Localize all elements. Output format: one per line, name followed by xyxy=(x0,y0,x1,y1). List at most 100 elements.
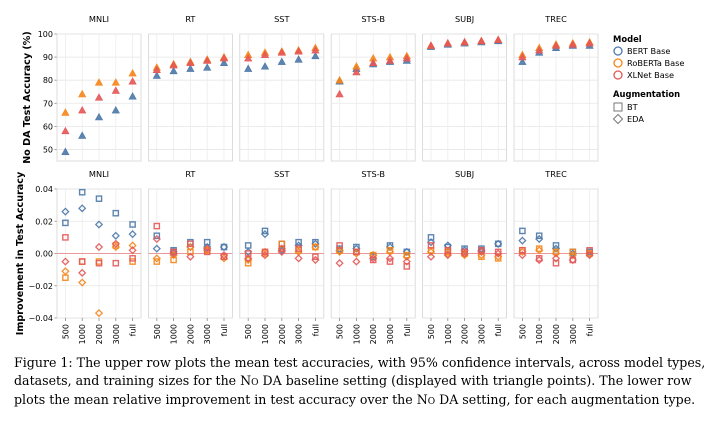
bottom-point-roberta-base-eda xyxy=(128,241,137,250)
top-point-bert-base xyxy=(61,147,70,155)
top-point-bert-base xyxy=(203,63,212,71)
caption-no-da-2: No DA xyxy=(416,391,459,407)
bottom-point-bert-base-eda xyxy=(551,244,561,253)
top-point-xlnet-base xyxy=(294,47,303,55)
x-tick-label-trec: 1000 xyxy=(535,324,544,344)
bottom-point-xlnet-base-bt xyxy=(244,250,252,257)
bottom-point-xlnet-base-eda xyxy=(244,254,253,263)
x-tick-label-trec: 500 xyxy=(518,324,527,339)
bottom-y-tick-label: −0.04 xyxy=(28,314,53,323)
bottom-point-roberta-base-bt xyxy=(244,259,252,267)
top-point-xlnet-base xyxy=(352,67,361,76)
bottom-point-bert-base-bt xyxy=(95,195,103,202)
bottom-point-xlnet-base-bt xyxy=(369,256,377,264)
bottom-point-roberta-base-eda xyxy=(535,246,544,255)
bottom-point-roberta-base-bt xyxy=(535,245,543,252)
bottom-point-xlnet-base-bt xyxy=(153,222,161,230)
top-point-roberta-base xyxy=(335,75,344,84)
bottom-point-roberta-base-eda xyxy=(152,254,161,263)
bottom-point-bert-base-eda xyxy=(152,244,161,253)
bottom-point-bert-base-bt xyxy=(261,227,269,235)
bottom-panel-title-subj: SUBJ xyxy=(455,169,474,179)
bottom-point-xlnet-base-eda xyxy=(169,249,178,258)
top-point-bert-base xyxy=(128,92,137,100)
bottom-point-xlnet-base-bt xyxy=(444,246,452,254)
top-point-bert-base xyxy=(244,64,253,72)
legend-title-model: Model xyxy=(613,34,642,44)
top-point-xlnet-base xyxy=(244,54,253,62)
x-tick-label-subj: 3000 xyxy=(477,324,486,344)
top-point-xlnet-base xyxy=(128,77,137,85)
caption-text-3: setting, for each augmentation type. xyxy=(458,391,696,407)
top-point-xlnet-base xyxy=(152,65,161,73)
top-y-tick-label: 100 xyxy=(38,30,53,39)
bottom-point-xlnet-base-bt xyxy=(586,246,593,254)
top-panel-mnli xyxy=(56,33,142,162)
bottom-point-xlnet-base-bt xyxy=(494,248,502,256)
legend-label-xlnet-base: XLNet Base xyxy=(627,70,674,80)
x-tick-label-sts-b: 3000 xyxy=(386,324,395,344)
bottom-point-bert-base-eda xyxy=(535,234,544,244)
bottom-point-roberta-base-bt xyxy=(569,248,577,256)
x-tick-label-rt: full xyxy=(220,324,229,336)
bottom-point-xlnet-base-bt xyxy=(95,259,103,267)
bottom-point-xlnet-base-bt xyxy=(62,234,69,241)
bottom-point-roberta-base-eda xyxy=(426,247,436,257)
bottom-panel-sts-b xyxy=(330,188,416,319)
bottom-point-xlnet-base-eda xyxy=(219,250,229,260)
bottom-point-xlnet-base-eda xyxy=(385,254,395,263)
top-point-bert-base xyxy=(169,66,178,75)
bottom-point-bert-base-bt xyxy=(153,232,161,240)
bottom-point-roberta-base-eda xyxy=(402,252,411,261)
x-tick-label-mnli: 3000 xyxy=(112,324,121,344)
top-point-roberta-base xyxy=(61,108,70,116)
bottom-point-bert-base-bt xyxy=(535,232,543,240)
bottom-point-xlnet-base-bt xyxy=(278,245,286,252)
x-tick-label-trec: full xyxy=(586,324,595,336)
top-point-xlnet-base xyxy=(477,36,486,45)
bottom-point-roberta-base-eda xyxy=(369,250,378,260)
bottom-y-axis-title: Improvement in Test Accuracy xyxy=(15,171,26,335)
top-point-roberta-base xyxy=(94,78,104,86)
bottom-point-xlnet-base-bt xyxy=(403,263,411,270)
bottom-point-xlnet-base-bt xyxy=(295,245,302,252)
bottom-point-xlnet-base-eda xyxy=(94,242,104,252)
bottom-y-tick-label: 0.04 xyxy=(35,185,53,194)
bottom-point-bert-base-eda xyxy=(78,204,87,213)
top-panel-title-sts-b: STS-B xyxy=(361,14,385,24)
bottom-point-xlnet-base-eda xyxy=(128,246,137,255)
bottom-point-xlnet-base-bt xyxy=(478,246,485,254)
top-panel-title-mnli: MNLI xyxy=(89,14,109,24)
bottom-point-bert-base-eda xyxy=(219,242,229,252)
bottom-point-xlnet-base-eda xyxy=(568,255,577,265)
bottom-point-roberta-base-eda xyxy=(335,247,344,257)
x-tick-label-rt: 3000 xyxy=(203,324,212,344)
top-point-xlnet-base xyxy=(585,39,594,47)
bottom-point-xlnet-base-bt xyxy=(386,258,394,265)
bottom-point-bert-base-eda xyxy=(494,239,503,248)
top-point-bert-base xyxy=(186,64,195,72)
bottom-point-bert-base-eda xyxy=(426,238,436,247)
top-point-bert-base xyxy=(294,55,303,63)
bottom-point-bert-base-eda xyxy=(260,230,270,239)
top-point-xlnet-base xyxy=(169,60,178,69)
top-point-xlnet-base xyxy=(94,93,104,101)
figure-chart: No DA Test Accuracy (%) Improvement in Te… xyxy=(15,14,684,344)
bottom-point-xlnet-base-bt xyxy=(336,242,343,249)
bottom-point-xlnet-base-eda xyxy=(494,249,503,258)
bottom-panel-title-rt: RT xyxy=(185,169,196,179)
top-y-tick-label: 80 xyxy=(43,76,53,85)
bottom-panel-title-mnli: MNLI xyxy=(89,169,109,179)
top-panel-title-sst: SST xyxy=(274,14,290,24)
top-point-xlnet-base xyxy=(426,41,436,49)
x-tick-label-rt: 1000 xyxy=(170,324,179,344)
x-tick-label-rt: 500 xyxy=(153,324,162,339)
top-point-roberta-base xyxy=(128,69,137,77)
bottom-point-roberta-base-bt xyxy=(478,253,485,261)
bottom-panel-title-sts-b: STS-B xyxy=(361,169,385,179)
top-point-bert-base xyxy=(152,71,161,79)
top-point-xlnet-base xyxy=(111,86,120,94)
bottom-point-xlnet-base-eda xyxy=(460,249,469,258)
bottom-point-xlnet-base-bt xyxy=(203,248,211,256)
legend-label-roberta-base: RoBERTa Base xyxy=(627,58,684,68)
